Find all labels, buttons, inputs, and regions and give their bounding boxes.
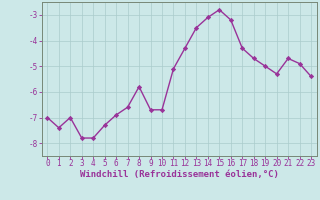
X-axis label: Windchill (Refroidissement éolien,°C): Windchill (Refroidissement éolien,°C) bbox=[80, 170, 279, 179]
